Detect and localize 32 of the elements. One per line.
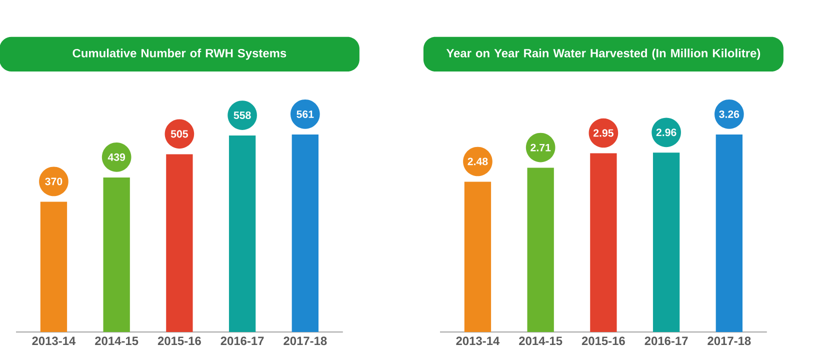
x-tick-label: 2015-16 [158,336,201,346]
bar [166,154,193,332]
data-label: 2.96 [656,128,676,136]
bar [590,153,617,332]
bar [527,168,554,332]
bar [40,202,68,332]
bar [228,136,256,332]
chart-title: Year on Year Rain Water Harvested (In Million Kilolitre) [446,48,760,60]
data-label: 558 [234,112,251,120]
bar [464,182,492,332]
chart-title: Cumulative Number of RWH Systems [72,48,286,60]
data-label: 561 [296,110,314,118]
x-tick-label: 2017-18 [284,336,327,346]
data-label: 2.71 [530,144,551,152]
bar [292,134,319,332]
data-label: 370 [45,178,62,186]
x-tick-label: 2013-14 [456,336,500,346]
data-label: 3.26 [719,110,740,118]
data-label: 2.48 [468,158,488,166]
data-label: 2.95 [593,129,614,137]
x-tick-label: 2017-18 [708,336,751,346]
x-tick-label: 2016-17 [220,336,264,346]
bar [103,177,130,332]
x-tick-label: 2014-15 [95,336,138,346]
x-tick-label: 2014-15 [519,336,562,346]
bar [652,152,680,332]
x-tick-label: 2016-17 [644,336,688,346]
data-label: 439 [108,153,126,161]
x-tick-label: 2013-14 [32,336,76,346]
bar [716,134,743,332]
data-label: 505 [170,130,188,138]
x-tick-label: 2015-16 [582,336,625,346]
